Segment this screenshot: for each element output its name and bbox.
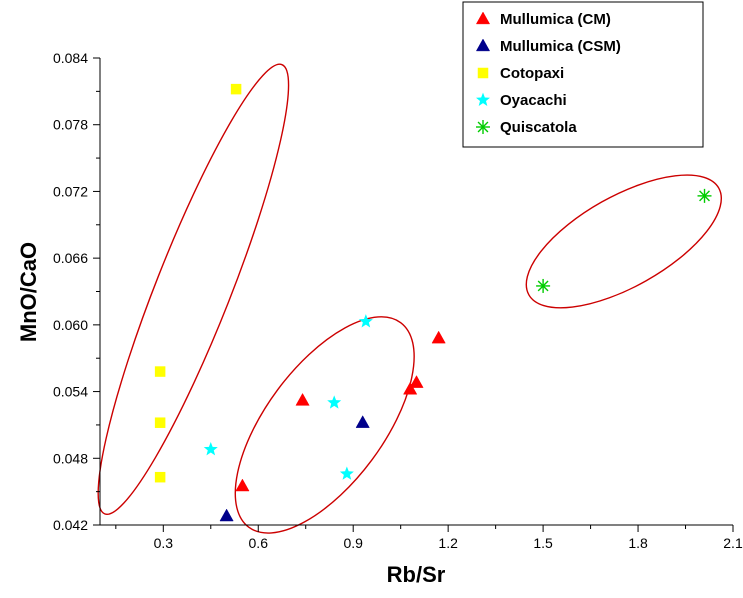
legend-label: Mullumica (CSM) (500, 38, 621, 55)
cluster-ellipse (525, 174, 723, 309)
y-tick-label: 0.060 (53, 317, 88, 333)
legend-label: Mullumica (CM) (500, 11, 611, 28)
x-tick-label: 0.9 (343, 535, 363, 551)
data-point (431, 330, 446, 344)
y-axis-title: MnO/CaO (16, 242, 41, 342)
x-tick-label: 1.5 (533, 535, 553, 551)
x-tick-label: 1.8 (628, 535, 648, 551)
data-points (154, 83, 712, 522)
data-point (203, 442, 218, 456)
data-point (219, 508, 234, 522)
cluster-ellipses (97, 63, 723, 534)
y-tick-label: 0.066 (53, 250, 88, 266)
cluster-ellipse (234, 316, 415, 534)
data-point (327, 395, 342, 409)
y-tick-label: 0.084 (53, 50, 88, 66)
data-point (358, 314, 373, 328)
data-point (230, 83, 242, 95)
legend-marker (477, 67, 489, 79)
legend-box (462, 1, 704, 148)
y-tick-label: 0.072 (53, 183, 88, 199)
data-point (403, 381, 418, 395)
legend-marker (476, 120, 490, 134)
y-tick-label: 0.054 (53, 384, 88, 400)
data-point (154, 366, 166, 377)
legend-marker (475, 38, 491, 52)
data-point (409, 375, 424, 388)
legend: Mullumica (CM) Mullumica (CSM) Cotopaxi Oya… (462, 1, 704, 148)
x-tick-label: 0.3 (154, 535, 174, 551)
cluster-ellipse (97, 63, 290, 515)
y-tick-label: 0.048 (53, 450, 88, 466)
x-tick-label: 0.6 (249, 535, 269, 551)
data-point (154, 417, 166, 428)
data-point (355, 415, 370, 428)
legend-marker (476, 92, 490, 106)
data-point (339, 466, 354, 480)
y-tick-label: 0.042 (53, 517, 88, 533)
data-point (154, 471, 166, 483)
legend-marker (475, 11, 491, 25)
axis-ticks: 0.3 0.6 0.9 1.2 1.5 1.8 2.1 0.042 0.048 0.054 0.06… (53, 50, 743, 551)
data-point (295, 392, 310, 406)
x-tick-label: 2.1 (723, 535, 743, 551)
legend-label: Cotopaxi (500, 65, 564, 82)
data-point (536, 278, 551, 293)
legend-label: Oyacachi (500, 92, 567, 109)
data-point (697, 188, 712, 203)
x-axis-title: Rb/Sr (387, 562, 446, 587)
x-tick-label: 1.2 (438, 535, 458, 551)
data-point (235, 478, 250, 492)
y-tick-label: 0.078 (53, 117, 88, 133)
legend-label: Quiscatola (500, 119, 577, 136)
